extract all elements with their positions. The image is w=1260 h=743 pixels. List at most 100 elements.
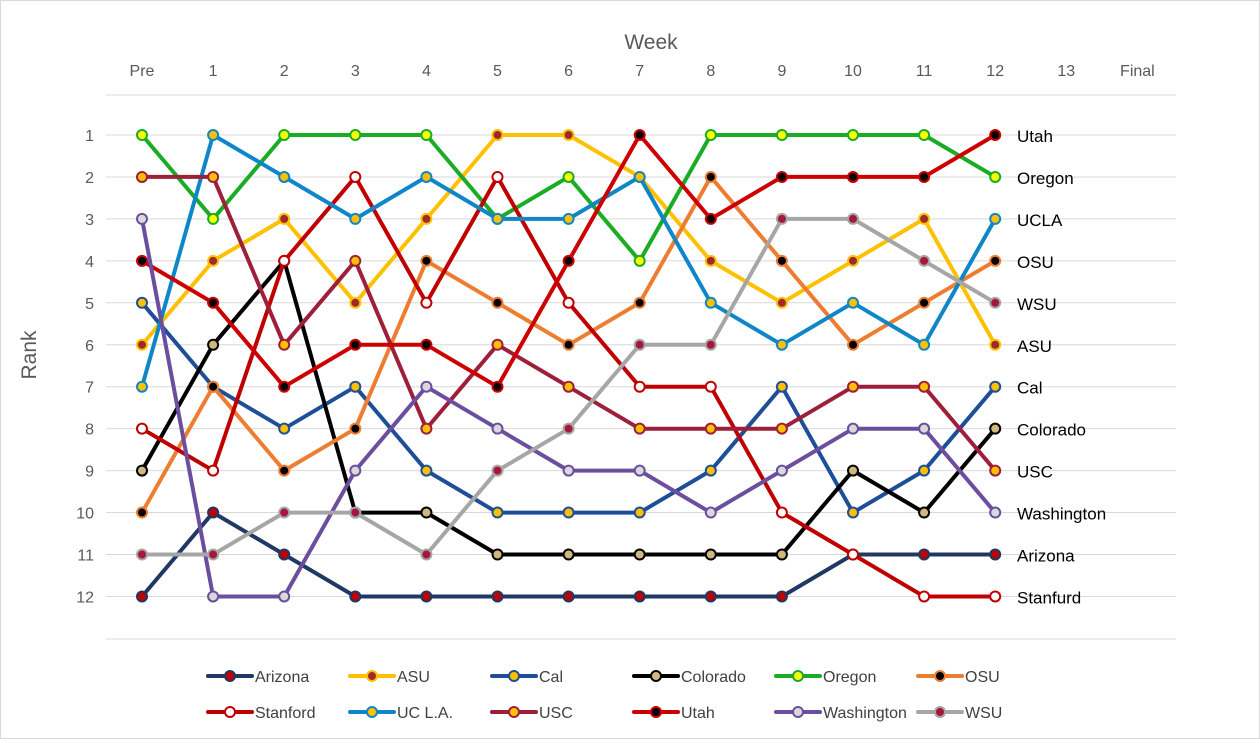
x-tick-label: Pre — [130, 63, 155, 80]
data-point — [420, 464, 433, 477]
y-tick-label: 6 — [85, 338, 94, 355]
legend-item[interactable]: Arizona — [206, 669, 309, 686]
data-point — [989, 548, 1002, 561]
data-point — [633, 590, 646, 603]
data-point — [420, 338, 433, 351]
data-point — [633, 422, 646, 435]
data-point — [349, 590, 362, 603]
legend-label: WSU — [965, 705, 1002, 722]
data-point — [491, 296, 504, 309]
data-point — [989, 296, 1002, 309]
data-point — [918, 338, 931, 351]
data-point — [775, 254, 788, 267]
data-point — [989, 506, 1002, 519]
data-point — [278, 590, 291, 603]
x-tick-label: 1 — [209, 63, 218, 80]
end-label: USC — [1017, 463, 1053, 482]
end-label: Washington — [1017, 505, 1106, 524]
legend-item[interactable]: UC L.A. — [348, 705, 453, 722]
y-tick-label: 3 — [85, 212, 94, 229]
y-tick-label: 2 — [85, 170, 94, 187]
data-point — [136, 338, 148, 351]
data-point — [775, 129, 788, 141]
legend-item[interactable]: Cal — [490, 669, 563, 686]
data-point — [775, 170, 788, 183]
data-point — [278, 129, 291, 141]
end-label: ASU — [1017, 337, 1052, 356]
data-point — [562, 212, 575, 225]
legend-swatch-marker — [792, 670, 804, 682]
end-label: Arizona — [1017, 547, 1075, 566]
data-point — [207, 254, 220, 267]
data-point — [847, 338, 859, 351]
data-point — [918, 296, 931, 309]
series-oregon — [136, 129, 1002, 267]
data-point — [207, 464, 220, 477]
x-tick-label: 12 — [986, 63, 1004, 80]
data-point — [633, 380, 646, 393]
data-point — [349, 170, 362, 183]
legend-label: OSU — [965, 669, 1000, 686]
data-point — [704, 212, 717, 225]
data-point — [420, 296, 433, 309]
legend-label: Arizona — [255, 669, 309, 686]
y-tick-label: 7 — [85, 380, 94, 397]
x-tick-label: 2 — [280, 63, 289, 80]
data-point — [278, 170, 291, 183]
data-point — [136, 254, 148, 267]
legend-label: Colorado — [681, 669, 746, 686]
data-point — [420, 212, 433, 225]
data-point — [420, 380, 433, 393]
data-point — [136, 506, 148, 519]
data-point — [775, 338, 788, 351]
data-point — [847, 170, 859, 183]
data-point — [562, 296, 575, 309]
series-washington — [136, 212, 1002, 603]
data-point — [562, 129, 575, 141]
series-usc — [136, 170, 1002, 477]
data-point — [562, 422, 575, 435]
legend-item[interactable]: Utah — [632, 705, 715, 722]
data-point — [207, 296, 220, 309]
data-point — [491, 548, 504, 561]
legend-item[interactable]: ASU — [348, 669, 430, 686]
data-point — [278, 464, 291, 477]
series-uc-l-a- — [136, 129, 1002, 393]
data-point — [775, 506, 788, 519]
legend-item[interactable]: WSU — [916, 705, 1002, 722]
legend-item[interactable]: Colorado — [632, 669, 746, 686]
data-point — [491, 422, 504, 435]
legend-label: USC — [539, 705, 573, 722]
data-point — [918, 254, 931, 267]
data-point — [989, 212, 1002, 225]
series-utah — [136, 129, 1002, 393]
legend-item[interactable]: Washington — [774, 705, 907, 722]
legend-swatch-marker — [366, 706, 378, 718]
data-point — [278, 422, 291, 435]
data-point — [349, 380, 362, 393]
data-point — [704, 506, 717, 519]
data-point — [918, 170, 931, 183]
legend-item[interactable]: OSU — [916, 669, 1000, 686]
data-point — [775, 380, 788, 393]
data-point — [847, 129, 859, 141]
legend-item[interactable]: Oregon — [774, 669, 876, 686]
data-point — [420, 548, 433, 561]
legend-swatch-marker — [934, 706, 946, 718]
data-point — [989, 338, 1002, 351]
legend-swatch-marker — [650, 670, 662, 682]
data-point — [420, 170, 433, 183]
data-point — [989, 254, 1002, 267]
y-tick-label: 10 — [76, 506, 94, 523]
legend-item[interactable]: USC — [490, 705, 573, 722]
data-point — [136, 548, 148, 561]
series-line — [140, 133, 998, 263]
series-cal — [136, 296, 1002, 519]
data-point — [704, 170, 717, 183]
data-point — [562, 506, 575, 519]
data-point — [562, 464, 575, 477]
x-tick-label: Final — [1120, 63, 1155, 80]
legend-item[interactable]: Stanford — [206, 705, 315, 722]
data-point — [918, 380, 931, 393]
